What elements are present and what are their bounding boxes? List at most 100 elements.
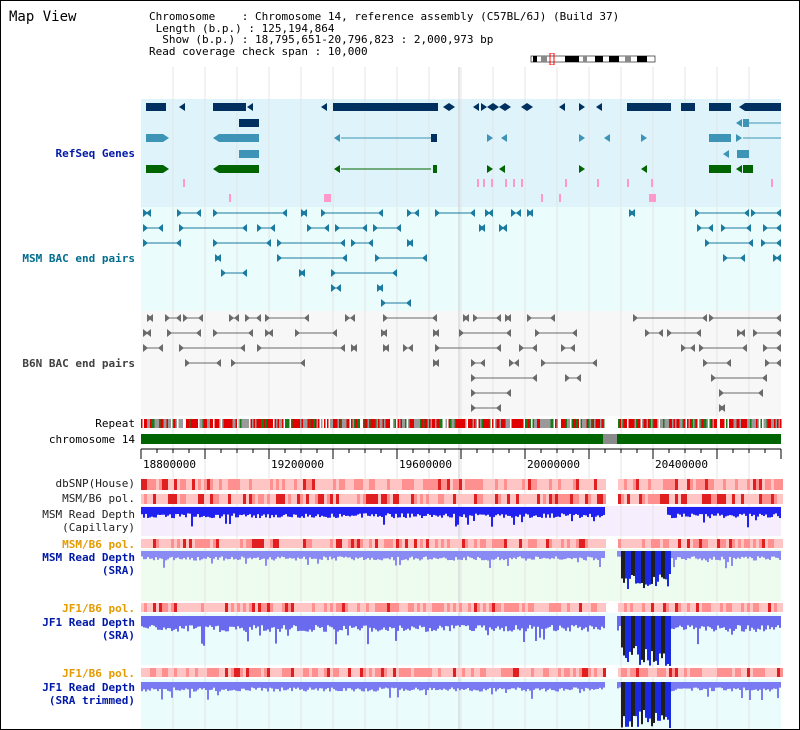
jf1-sra-depth-bar <box>687 616 689 626</box>
jf1-pol-mark <box>354 603 357 612</box>
msm-cap-depth-bar <box>569 507 571 514</box>
jf1-pol2-mark <box>651 668 654 677</box>
msm-sra-depth-bar <box>345 551 347 557</box>
jf1-trim-depth-bar <box>577 682 579 689</box>
msm-sra-depth-bar <box>503 551 505 561</box>
msm-cap-depth-bar <box>755 507 757 521</box>
msm-pol2-mark <box>276 539 279 548</box>
msm-bac-end <box>751 209 756 217</box>
dbsnp-mark <box>390 479 393 490</box>
jf1-sra-depth-bar <box>279 616 281 632</box>
jf1-trim-depth-bar <box>429 682 431 688</box>
msm-sra-depth-bar <box>451 551 453 560</box>
jf1-sra-depth-bar <box>759 616 761 630</box>
dbsnp-mark <box>153 479 156 490</box>
msm-cap-depth-bar <box>171 507 173 518</box>
dbsnp-mark <box>726 479 729 490</box>
repeat-element <box>325 419 327 428</box>
msm-sra-depth-bar <box>523 551 525 559</box>
jf1-sra-depth-bar <box>559 616 561 626</box>
msm-sra-depth-bar <box>475 551 477 561</box>
msm-pol2-mark <box>207 539 210 548</box>
jf1-pol2-mark <box>294 668 297 677</box>
jf1-sra-depth-bar <box>521 616 523 629</box>
jf1-pol2-mark <box>585 668 588 677</box>
repeat-element <box>213 419 215 428</box>
msm-pol-mark <box>702 494 705 504</box>
dbsnp-mark <box>504 479 507 490</box>
jf1-trim-depth-bar <box>417 682 419 690</box>
jf1-trim-depth-bar <box>477 682 479 691</box>
jf1-sra-depth-bar <box>339 616 341 631</box>
msm-pol-mark <box>684 494 687 504</box>
axis-tick-label: 20400000 <box>655 458 708 471</box>
jf1-sra-depth-bar <box>749 616 751 631</box>
dbsnp-mark <box>147 479 150 490</box>
msm-pol-mark <box>285 494 288 504</box>
repeat-element <box>328 419 330 428</box>
jf1-pol2-mark <box>393 668 396 677</box>
jf1-pol2-mark <box>423 668 426 677</box>
jf1-pol2-mark <box>384 668 387 677</box>
repeat-element <box>292 419 294 428</box>
msm-sra-depth-bar <box>245 551 247 564</box>
msm-sra-depth-bar <box>723 551 725 560</box>
msm-bac-end <box>331 284 336 292</box>
msm-pol2-mark <box>342 539 345 548</box>
repeat-element <box>234 419 236 428</box>
msm-cap-depth-bar <box>529 507 531 518</box>
msm-sra-depth-bar <box>779 551 781 560</box>
jf1-sra-depth-bar <box>329 616 331 627</box>
msm-cap-depth-bar <box>469 507 471 516</box>
jf1-pol2-mark <box>411 668 414 677</box>
jf1-trim-depth-bar <box>211 682 213 690</box>
msm-pol2-mark <box>162 539 165 548</box>
gene-exon <box>579 165 585 173</box>
msm-cap-depth-bar <box>717 507 719 514</box>
jf1-trim-depth-bar <box>279 682 281 692</box>
jf1-trim-depth-bar <box>467 682 469 688</box>
jf1-pol-mark <box>147 603 150 612</box>
msm-sra-depth-bar <box>251 551 253 560</box>
jf1-pol-mark <box>285 603 288 612</box>
dbsnp-mark <box>159 479 162 490</box>
msm-pol2-mark <box>363 539 366 548</box>
dbsnp-mark <box>180 479 183 490</box>
jf1-trim-depth-bar <box>697 682 699 689</box>
jf1-trim-depth-bar <box>723 682 725 691</box>
repeat-element <box>637 419 639 428</box>
msm-pol2-mark <box>312 539 315 548</box>
dbsnp-mark <box>354 479 357 490</box>
msm-cap-depth-bar <box>433 507 435 515</box>
jf1-pol-mark <box>234 603 237 612</box>
msm-sra-depth-bar <box>687 551 689 559</box>
jf1-sra-depth-bar <box>665 616 667 666</box>
msm-pol2-mark <box>543 539 546 548</box>
jf1-trim-depth-bar <box>227 682 229 692</box>
dbsnp-mark <box>432 479 435 490</box>
jf1-pol2-mark <box>303 668 306 677</box>
dbsnp-mark <box>198 479 201 490</box>
chromosome-ideogram[interactable] <box>529 53 657 65</box>
msm-sra-depth-bar <box>311 551 313 560</box>
repeat-element <box>552 419 554 428</box>
msm-sra-depth-bar <box>161 551 163 559</box>
repeat-element <box>258 419 260 428</box>
msm-sra-depth-bar <box>447 551 449 561</box>
jf1-sra-depth-bar <box>393 616 395 628</box>
msm-pol-mark <box>624 494 627 504</box>
jf1-sra-depth-bar <box>631 616 633 655</box>
dbsnp-label: dbSNP(House) <box>55 477 135 490</box>
msm-sra-depth-bar <box>215 551 217 558</box>
jf1-sra-depth-bar <box>201 616 203 644</box>
repeat-element <box>654 419 656 428</box>
jf1-pol2-mark <box>363 668 366 677</box>
gene-exon <box>736 165 742 173</box>
msm-pol2-mark <box>690 539 693 548</box>
jf1-trim-depth-bar <box>623 682 625 717</box>
msm-cap-depth-bar <box>517 507 519 517</box>
msm-sra-depth-bar <box>773 551 775 557</box>
jf1-pol2-mark <box>270 668 273 677</box>
dbsnp-mark <box>249 479 252 490</box>
